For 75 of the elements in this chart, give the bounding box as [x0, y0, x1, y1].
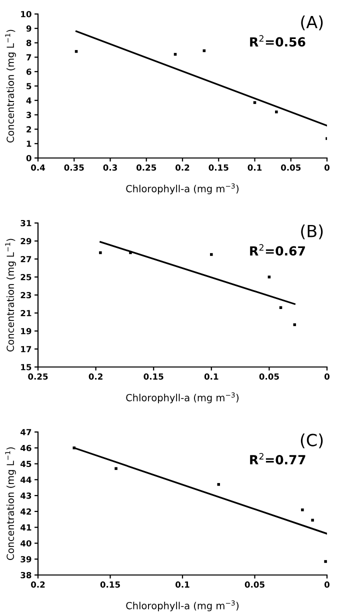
- annotation: R$^{2}$=0.56: [250, 35, 306, 47]
- point: [293, 323, 296, 326]
- point: [301, 508, 304, 512]
- x-tick-label: 0.2: [88, 373, 102, 380]
- x-axis-title: Chlorophyll-a (mg m$^{−3}$): [126, 600, 239, 612]
- y-tick-label: 17: [21, 346, 32, 352]
- y-tick-label: 40: [20, 540, 32, 547]
- point: [268, 276, 271, 278]
- point: [253, 101, 256, 104]
- y-tick-label: 9: [26, 25, 32, 32]
- x-tick-label: 0.2: [176, 164, 190, 171]
- x-tick-label: 0.05: [244, 581, 264, 588]
- y-tick-label: 47: [20, 429, 32, 436]
- y-axis-title: Concentration (mg L$^{−1}$): [5, 238, 16, 352]
- y-tick-label: 1: [26, 140, 32, 147]
- y-tick-label: 44: [20, 476, 32, 483]
- y-tick-label: 15: [21, 364, 32, 370]
- annotation: (C): [300, 433, 323, 448]
- y-tick-label: 4: [26, 97, 32, 104]
- point: [311, 518, 314, 522]
- x-tick-label: 0.15: [208, 164, 228, 171]
- x-tick-label: 0.15: [144, 373, 164, 380]
- x-tick-label: 0.1: [204, 373, 218, 380]
- annotation: (A): [301, 15, 323, 30]
- y-tick-label: 42: [20, 508, 32, 515]
- x-tick-label: 0.2: [31, 581, 45, 588]
- point: [74, 50, 78, 53]
- point: [275, 110, 278, 114]
- y-tick-label: 10: [21, 10, 32, 18]
- point: [217, 483, 220, 486]
- y-tick-label: 7: [26, 54, 32, 60]
- y-tick-label: 38: [20, 572, 32, 578]
- point: [210, 253, 213, 256]
- y-tick-label: 46: [20, 444, 32, 452]
- y-tick-label: 39: [20, 556, 32, 562]
- x-tick-label: 0.1: [176, 581, 190, 588]
- y-tick-label: 8: [26, 40, 32, 46]
- x-tick-label: 0.25: [136, 164, 156, 171]
- y-tick-label: 29: [20, 238, 32, 244]
- point: [324, 560, 327, 563]
- x-tick-label: 0.05: [259, 373, 279, 380]
- x-axis-title: Chlorophyll-a (mg m$^{−3}$): [126, 183, 239, 194]
- y-tick-label: 2: [26, 126, 32, 132]
- x-tick-label: 0.1: [248, 164, 262, 171]
- y-tick-label: 31: [20, 220, 32, 226]
- point: [99, 251, 102, 254]
- point: [114, 467, 118, 470]
- y-tick-label: 43: [20, 492, 32, 499]
- y-axis-title: Concentration (mg L$^{−1}$): [5, 30, 16, 142]
- annotation: R$^{2}$=0.77: [250, 453, 306, 464]
- x-tick-label: 0.25: [28, 373, 48, 380]
- y-axis-title: Concentration (mg L$^{−1}$): [5, 447, 16, 560]
- y-tick-label: 3: [26, 112, 32, 118]
- x-tick-label: 0.3: [103, 164, 117, 171]
- annotation: (B): [301, 224, 323, 240]
- x-axis-title: Chlorophyll-a (mg m$^{−3}$): [126, 392, 239, 404]
- y-tick-label: 5: [26, 83, 32, 90]
- x-tick-label: 0.15: [100, 581, 120, 588]
- y-tick-label: 45: [20, 460, 32, 468]
- y-tick-label: 41: [20, 524, 32, 530]
- y-tick-label: 27: [20, 256, 32, 262]
- y-tick-label: 6: [26, 68, 32, 75]
- y-tick-label: 21: [20, 310, 32, 316]
- x-tick-label: 0: [324, 164, 330, 171]
- x-tick-label: 0.35: [64, 164, 84, 171]
- y-tick-label: 19: [21, 328, 32, 334]
- x-tick-label: 0: [324, 373, 330, 380]
- annotation: R$^{2}$=0.67: [250, 244, 305, 256]
- y-tick-label: 23: [20, 292, 32, 298]
- y-tick-label: 0: [26, 154, 32, 162]
- point: [279, 306, 282, 309]
- x-tick-label: 0.05: [280, 164, 301, 171]
- x-tick-label: 0.4: [31, 164, 45, 171]
- y-tick-label: 25: [20, 274, 32, 280]
- x-tick-label: 0: [324, 581, 330, 588]
